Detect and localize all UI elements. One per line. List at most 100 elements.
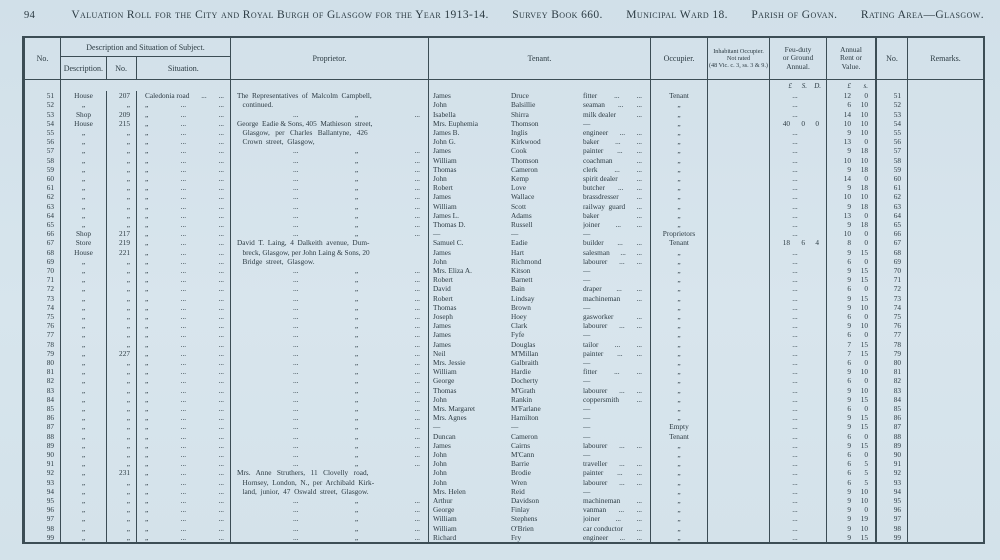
proprietor-part: ...	[414, 404, 420, 413]
situation-part: ...	[180, 450, 187, 460]
rent-pounds: 10	[843, 229, 851, 239]
annual-rent: 9 10	[827, 385, 877, 395]
situation-part: ...	[218, 91, 224, 101]
tenant-forename: Mrs. Helen	[433, 486, 466, 496]
row-number-right: 83	[877, 385, 908, 395]
row-number: 89	[25, 440, 61, 450]
situation: „......	[137, 284, 231, 294]
annual-rent: 9 10	[827, 127, 877, 138]
tenant: George Finlay vanman......	[429, 505, 651, 515]
situation: „......	[137, 219, 231, 230]
tenant-occupation-part: gasworker	[583, 311, 614, 321]
tenant-forename: James	[433, 339, 451, 349]
proprietor-part: ...	[414, 523, 420, 533]
inhabitant-occupier	[708, 109, 770, 119]
situation-part: ...	[218, 192, 224, 202]
situation-part: ...	[180, 173, 187, 183]
occupier: „	[651, 532, 708, 542]
proprietor-part: ...	[414, 505, 420, 515]
tenant-forename: James B.	[433, 127, 460, 137]
tenant-occupation-part: —	[583, 330, 591, 340]
situation-part: „	[145, 173, 149, 183]
row-number: 82	[25, 376, 61, 386]
tenant: Mrs. Jessie Galbraith —	[429, 357, 651, 368]
remarks	[908, 275, 983, 284]
feu-duty: ...	[770, 192, 827, 202]
row-number-right: 90	[877, 449, 908, 460]
rent-pounds: 6	[847, 477, 851, 487]
tenant-occupation-part: —	[583, 302, 591, 312]
tenant-occupation: machineman...	[583, 294, 650, 303]
situation-part: „	[145, 275, 149, 285]
tenant: James Cook painter......	[429, 146, 651, 156]
street-number: „	[107, 514, 137, 524]
row-number: 88	[25, 431, 61, 441]
remarks	[908, 441, 983, 450]
row-number-right: 75	[877, 311, 908, 322]
proprietor-part: ...	[414, 311, 420, 321]
street-number: „	[107, 311, 137, 322]
inhabitant-occupier	[708, 256, 770, 266]
tenant-surname: Thomson	[511, 118, 539, 128]
row-number: 60	[25, 173, 61, 184]
situation-part: ...	[218, 505, 224, 515]
situation-part: Caledonia road	[145, 91, 190, 101]
tenant-surname: —	[511, 422, 519, 432]
row-number: 85	[25, 403, 61, 414]
rent-pounds: 9	[847, 394, 851, 404]
tenant-occupation-part: ...	[636, 256, 642, 266]
row-number: 53	[25, 109, 61, 119]
rent-pounds: 9	[847, 385, 851, 395]
tenant-occupation: gasworker...	[583, 312, 650, 321]
tenant-occupation-part: ...	[619, 127, 626, 137]
rent-pounds: 6	[847, 311, 851, 321]
occupier: „	[651, 311, 708, 322]
proprietor: ... „...	[231, 348, 429, 358]
tenant-surname: Love	[511, 183, 526, 193]
row-number-right: 54	[877, 118, 908, 128]
tenant-occupation: —	[583, 432, 650, 441]
annual-rent: 9 15	[827, 422, 877, 432]
feu-duty-part: 0	[815, 118, 819, 128]
feu-duty: ...	[770, 514, 827, 524]
occupier: „	[651, 109, 708, 119]
situation-part: ...	[180, 385, 187, 395]
tenant-occupation-part: vanman	[583, 505, 607, 515]
occupier: „	[651, 293, 708, 303]
tenant-forename: John	[433, 477, 447, 487]
situation-part: „	[145, 505, 149, 515]
inhabitant-occupier	[708, 459, 770, 469]
row-number-right: 57	[877, 146, 908, 156]
tenant-occupation-part: ...	[620, 247, 626, 257]
rent-shillings: 15	[860, 532, 868, 542]
proprietor: ... „...	[231, 413, 429, 423]
tenant-surname: Shirra	[511, 109, 529, 119]
row-number-right: 85	[877, 403, 908, 414]
occupier: „	[651, 449, 708, 460]
rent-pounds: 9	[847, 367, 851, 377]
description: „	[61, 302, 107, 312]
tenant-occupation-part: labourer	[583, 477, 608, 487]
table-row: 90 „ „ „......... „... John M'Cann — „... 6 0 90	[25, 449, 983, 460]
feu-duty: ...	[770, 109, 827, 119]
occupier: „	[651, 459, 708, 469]
tenant-occupation-part: ...	[619, 256, 625, 266]
occupier: „	[651, 127, 708, 138]
feu-duty-dots: ...	[792, 302, 798, 312]
feu-duty: ...	[770, 477, 827, 487]
situation: „......	[137, 321, 231, 331]
remarks	[908, 505, 983, 514]
proprietor-part: „	[354, 201, 359, 211]
situation: „......	[137, 357, 231, 368]
feu-duty: ...	[770, 146, 827, 156]
tenant-occupation: joiner......	[583, 514, 650, 523]
tenant-surname: Finlay	[511, 505, 530, 515]
tenant-forename: Joseph	[433, 311, 453, 321]
inhabitant-occupier	[708, 275, 770, 285]
proprietor-part: ...	[414, 532, 420, 542]
situation-part: ...	[180, 357, 187, 367]
proprietor-part: ...	[414, 265, 420, 275]
tenant-surname: Thomson	[511, 155, 539, 165]
